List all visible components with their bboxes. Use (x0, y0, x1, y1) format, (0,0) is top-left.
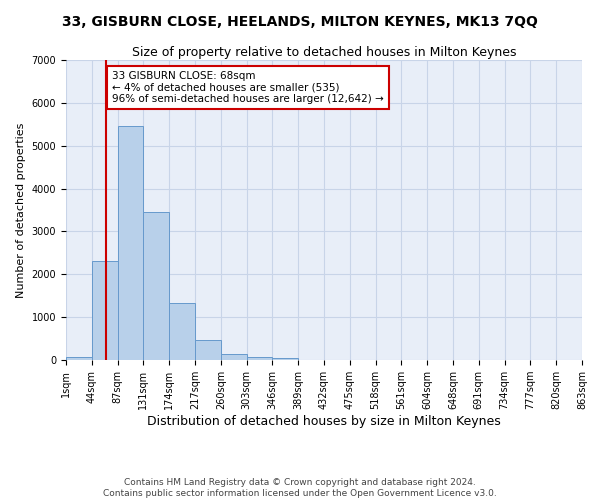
Bar (143, 212, 169, 360)
Title: Size of property relative to detached houses in Milton Keynes: Size of property relative to detached ho… (132, 46, 516, 59)
Text: 33 GISBURN CLOSE: 68sqm
← 4% of detached houses are smaller (535)
96% of semi-de: 33 GISBURN CLOSE: 68sqm ← 4% of detached… (112, 70, 384, 104)
Bar (66, 357, 92, 360)
Bar (169, 304, 195, 360)
Bar (92, 262, 118, 360)
Bar (195, 340, 221, 360)
Bar (247, 356, 272, 360)
Text: 33, GISBURN CLOSE, HEELANDS, MILTON KEYNES, MK13 7QQ: 33, GISBURN CLOSE, HEELANDS, MILTON KEYN… (62, 15, 538, 29)
Bar (221, 354, 247, 360)
X-axis label: Distribution of detached houses by size in Milton Keynes: Distribution of detached houses by size … (147, 415, 501, 428)
Bar (272, 358, 298, 360)
Bar (118, 126, 143, 360)
Y-axis label: Number of detached properties: Number of detached properties (16, 122, 26, 298)
Text: Contains HM Land Registry data © Crown copyright and database right 2024.
Contai: Contains HM Land Registry data © Crown c… (103, 478, 497, 498)
